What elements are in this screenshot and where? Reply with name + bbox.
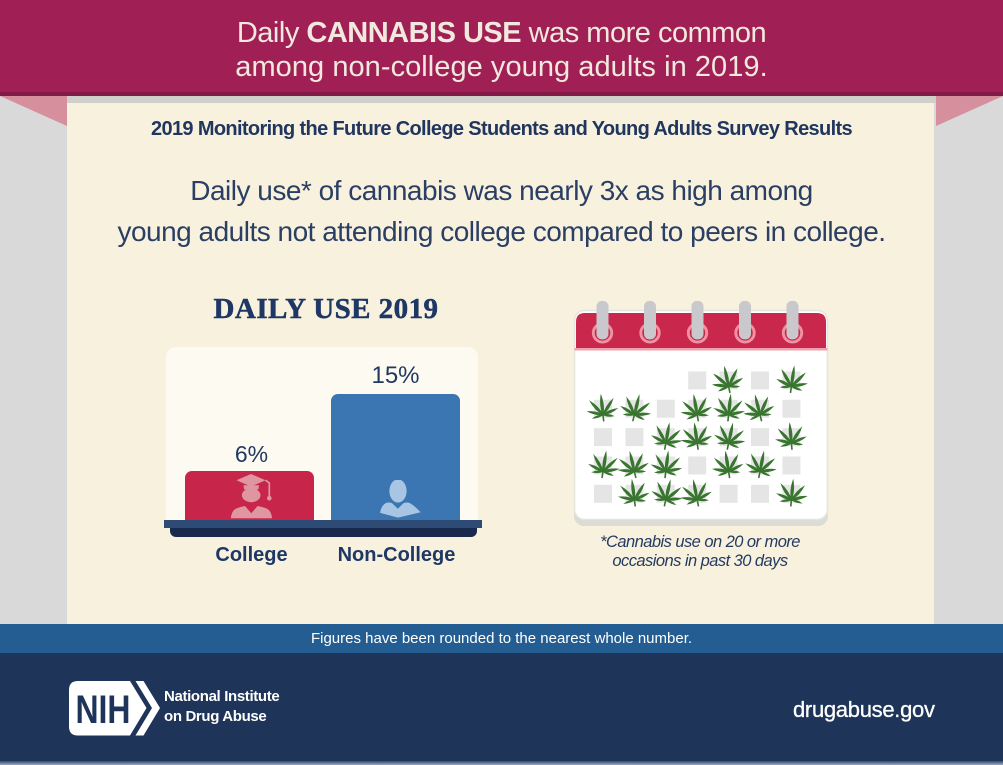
svg-text:NIH: NIH	[76, 688, 131, 732]
